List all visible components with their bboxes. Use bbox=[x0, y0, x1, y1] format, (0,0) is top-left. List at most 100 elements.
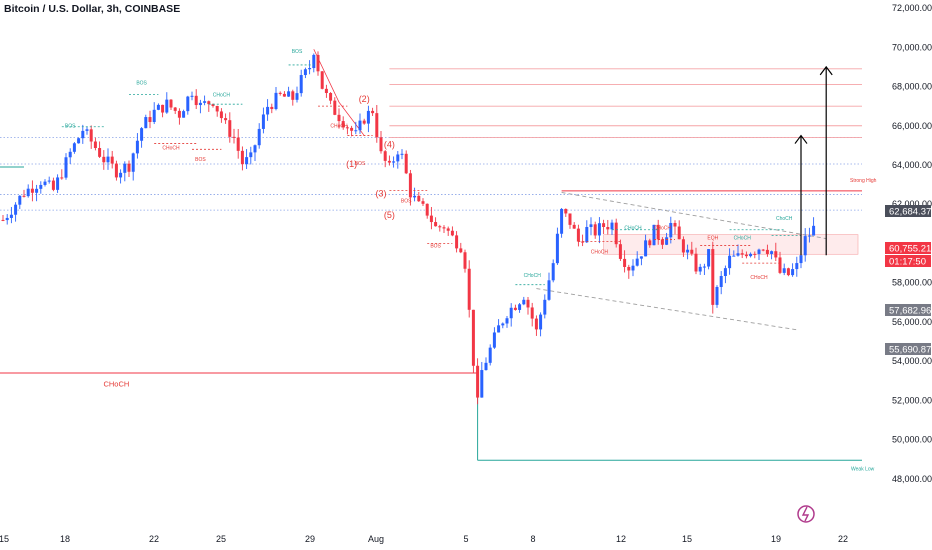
candle-body-down bbox=[690, 249, 694, 254]
candle-body-down bbox=[467, 268, 471, 310]
candle-body-up bbox=[669, 222, 673, 238]
structure-label: BOS bbox=[136, 81, 147, 87]
candle-body-down bbox=[564, 208, 568, 214]
candle-body-down bbox=[60, 177, 64, 179]
strong-high-label: Strong High bbox=[850, 178, 877, 184]
structure-label: CHoCH bbox=[330, 124, 348, 130]
candle-body-down bbox=[442, 227, 446, 229]
wave-number: (1) bbox=[346, 159, 357, 169]
candle-body-up bbox=[518, 304, 522, 310]
time-tick-label: 19 bbox=[771, 534, 781, 544]
candle-body-down bbox=[513, 307, 517, 310]
candle-body-down bbox=[673, 222, 677, 227]
candle-body-up bbox=[488, 347, 492, 363]
candle-body-down bbox=[530, 307, 534, 319]
candle-body-down bbox=[618, 244, 622, 259]
candle-body-up bbox=[702, 266, 706, 268]
candle-body-down bbox=[240, 150, 244, 165]
price-tick-label: 62,000.00 bbox=[892, 199, 932, 209]
price-tick-label: 72,000.00 bbox=[892, 3, 932, 13]
candle-body-up bbox=[547, 280, 551, 300]
candle-body-up bbox=[312, 54, 316, 69]
price-tick-label: 66,000.00 bbox=[892, 121, 932, 131]
candle-body-up bbox=[396, 154, 400, 162]
candle-body-down bbox=[765, 249, 769, 254]
candles-layer bbox=[1, 51, 816, 405]
candle-body-down bbox=[102, 156, 106, 163]
time-tick-label: 29 bbox=[305, 534, 315, 544]
candle-body-up bbox=[560, 208, 564, 234]
candle-body-down bbox=[383, 151, 387, 161]
candle-body-down bbox=[375, 113, 379, 138]
price-tick-label: 52,000.00 bbox=[892, 395, 932, 405]
structure-label: EQH bbox=[707, 236, 718, 242]
price-badge-label: 60,755.21 bbox=[889, 244, 931, 255]
candle-body-up bbox=[165, 99, 169, 113]
candle-body-down bbox=[711, 249, 715, 305]
price-badge-bg bbox=[885, 255, 931, 267]
candle-body-up bbox=[635, 258, 639, 266]
time-tick-label: Aug bbox=[368, 534, 384, 544]
candle-body-up bbox=[589, 224, 593, 227]
candle-body-down bbox=[602, 223, 606, 228]
candle-body-down bbox=[572, 224, 576, 229]
candle-body-up bbox=[198, 102, 202, 106]
candle-body-down bbox=[740, 253, 744, 255]
candle-body-up bbox=[501, 323, 505, 326]
candle-body-down bbox=[387, 160, 391, 163]
candle-body-down bbox=[623, 258, 627, 267]
candle-body-up bbox=[652, 224, 656, 246]
candle-body-up bbox=[77, 138, 81, 144]
candle-body-down bbox=[173, 107, 177, 111]
candle-body-down bbox=[421, 201, 425, 204]
price-badge-label: 57,682.96 bbox=[889, 306, 931, 317]
candle-body-down bbox=[89, 129, 93, 142]
candle-body-up bbox=[43, 181, 47, 185]
candle-body-down bbox=[207, 101, 211, 105]
candle-body-down bbox=[438, 226, 442, 228]
channel-upper-line bbox=[561, 192, 827, 240]
price-tick-label: 48,000.00 bbox=[892, 474, 932, 484]
candle-body-down bbox=[568, 213, 572, 225]
candle-body-up bbox=[182, 111, 186, 118]
logo-layer bbox=[797, 505, 815, 523]
price-tick-label: 58,000.00 bbox=[892, 278, 932, 288]
candle-body-down bbox=[455, 235, 459, 249]
candle-body-down bbox=[471, 309, 475, 366]
time-axis: 15 18 22 25 29 Aug 5 8 12 15 19 22 bbox=[0, 534, 848, 544]
candle-body-down bbox=[694, 253, 698, 272]
weak-low-label: Weak Low bbox=[851, 466, 875, 472]
candle-body-down bbox=[425, 203, 429, 216]
candle-body-up bbox=[72, 143, 76, 152]
candle-body-down bbox=[282, 93, 286, 97]
candle-body-up bbox=[497, 325, 501, 333]
candle-body-up bbox=[551, 263, 555, 281]
candle-body-up bbox=[64, 157, 68, 178]
time-tick-label: 15 bbox=[682, 534, 692, 544]
candle-body-down bbox=[534, 318, 538, 330]
candle-body-up bbox=[509, 307, 513, 319]
structure-label: CHoCH bbox=[591, 249, 609, 255]
candle-body-down bbox=[614, 222, 618, 245]
price-tick-label: 70,000.00 bbox=[892, 42, 932, 52]
price-tick-label: 64,000.00 bbox=[892, 160, 932, 170]
candle-body-down bbox=[169, 99, 173, 108]
candle-body-up bbox=[68, 151, 72, 158]
structure-label: CHoCH bbox=[162, 145, 180, 151]
candle-body-up bbox=[665, 237, 669, 245]
price-tick-label: 68,000.00 bbox=[892, 82, 932, 92]
candle-body-up bbox=[135, 140, 139, 154]
wave-number: (3) bbox=[376, 188, 387, 198]
candle-body-up bbox=[56, 177, 60, 190]
time-tick-label: 25 bbox=[216, 534, 226, 544]
candle-body-up bbox=[400, 153, 404, 155]
candle-body-up bbox=[723, 268, 727, 276]
candle-body-up bbox=[299, 75, 303, 94]
candle-body-up bbox=[366, 110, 370, 124]
candle-body-up bbox=[5, 217, 9, 221]
candle-body-down bbox=[320, 71, 324, 89]
candle-body-up bbox=[85, 129, 89, 131]
candle-body-down bbox=[408, 173, 412, 198]
candle-body-up bbox=[14, 204, 18, 215]
